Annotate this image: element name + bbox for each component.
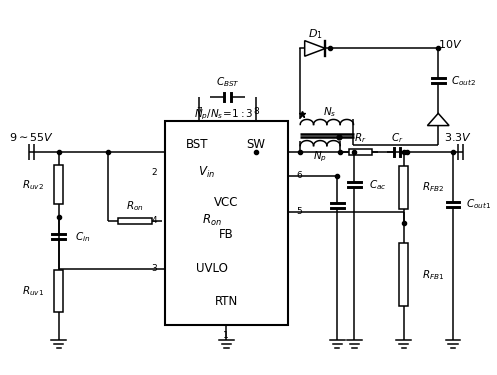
Text: $C_{out1}$: $C_{out1}$ [466, 197, 491, 211]
Text: $C_{out2}$: $C_{out2}$ [451, 74, 476, 88]
Text: $V_{in}$: $V_{in}$ [198, 165, 215, 180]
Text: BST: BST [185, 138, 208, 152]
Text: $R_{uv2}$: $R_{uv2}$ [22, 178, 44, 192]
Bar [54, 165, 63, 204]
Text: 1: 1 [224, 332, 229, 340]
Text: $R_{FB1}$: $R_{FB1}$ [422, 268, 444, 282]
Text: 5: 5 [296, 207, 302, 216]
Text: $R_{on}$: $R_{on}$ [202, 213, 222, 228]
Text: UVLO: UVLO [196, 262, 228, 275]
Text: $3.3V$: $3.3V$ [444, 131, 472, 143]
Text: $D_1$: $D_1$ [308, 27, 323, 40]
Bar [349, 149, 372, 155]
Text: $C_r$: $C_r$ [391, 131, 403, 145]
Text: $C_{BST}$: $C_{BST}$ [216, 76, 240, 90]
Text: 8: 8 [253, 107, 259, 116]
Polygon shape [427, 113, 449, 126]
Text: 4: 4 [151, 216, 157, 225]
Text: 7: 7 [196, 107, 202, 116]
Text: $N_p/N_s\!=\!1{:}3$: $N_p/N_s\!=\!1{:}3$ [194, 108, 253, 122]
Text: $C_{ac}$: $C_{ac}$ [369, 178, 387, 192]
Text: RTN: RTN [215, 295, 238, 308]
Text: $R_{on}$: $R_{on}$ [126, 200, 144, 213]
Text: 2: 2 [151, 168, 157, 177]
Bar [165, 121, 288, 325]
Polygon shape [305, 40, 326, 56]
Text: $N_p$: $N_p$ [313, 150, 327, 164]
Text: $R_{uv1}$: $R_{uv1}$ [22, 284, 44, 298]
Text: 3: 3 [151, 264, 157, 273]
Text: $R_r$: $R_r$ [354, 131, 367, 145]
Text: $10V$: $10V$ [438, 38, 463, 50]
Text: $9{\sim}55V$: $9{\sim}55V$ [9, 131, 54, 143]
Text: VCC: VCC [214, 196, 239, 209]
Text: SW: SW [247, 138, 265, 152]
Bar [118, 218, 153, 223]
Text: FB: FB [219, 228, 234, 242]
Bar [54, 270, 63, 312]
Text: $N_s$: $N_s$ [323, 106, 336, 120]
Text: $R_{FB2}$: $R_{FB2}$ [422, 181, 444, 194]
Text: $C_{in}$: $C_{in}$ [75, 230, 90, 243]
Bar [399, 243, 408, 306]
Text: 6: 6 [296, 171, 302, 180]
Bar [399, 166, 408, 208]
